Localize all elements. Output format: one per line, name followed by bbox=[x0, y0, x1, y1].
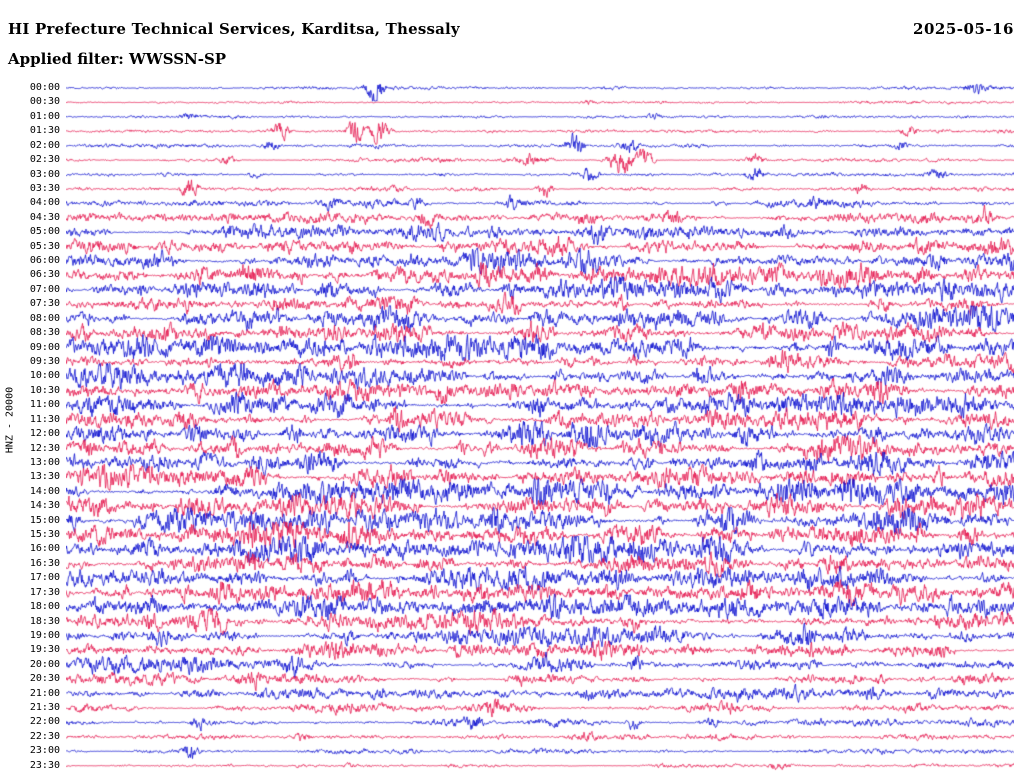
time-label: 01:00 bbox=[29, 110, 60, 122]
time-label: 05:00 bbox=[29, 226, 60, 238]
time-label: 23:00 bbox=[29, 745, 60, 757]
time-axis: 00:00 00:30 01:00 01:30 02:00 02:30 03:00 03:30… bbox=[0, 0, 64, 780]
time-label: 19:30 bbox=[29, 644, 60, 656]
time-label: 18:30 bbox=[29, 615, 60, 627]
time-label: 01:30 bbox=[29, 125, 60, 137]
time-label: 10:00 bbox=[29, 370, 60, 382]
time-label: 10:30 bbox=[29, 384, 60, 396]
time-label: 03:30 bbox=[29, 182, 60, 194]
time-label: 22:30 bbox=[29, 730, 60, 742]
time-label: 02:00 bbox=[29, 139, 60, 151]
time-label: 22:00 bbox=[29, 716, 60, 728]
time-label: 15:30 bbox=[29, 529, 60, 541]
time-label: 17:00 bbox=[29, 572, 60, 584]
time-label: 06:00 bbox=[29, 255, 60, 267]
time-label: 06:30 bbox=[29, 269, 60, 281]
time-label: 16:00 bbox=[29, 543, 60, 555]
page-title: HI Prefecture Technical Services, Kardit… bbox=[8, 20, 460, 38]
time-label: 19:00 bbox=[29, 629, 60, 641]
time-label: 04:30 bbox=[29, 211, 60, 223]
time-label: 04:00 bbox=[29, 197, 60, 209]
time-label: 08:00 bbox=[29, 312, 60, 324]
time-label: 21:00 bbox=[29, 687, 60, 699]
time-label: 08:30 bbox=[29, 327, 60, 339]
time-label: 14:00 bbox=[29, 485, 60, 497]
time-label: 20:30 bbox=[29, 673, 60, 685]
time-label: 14:30 bbox=[29, 500, 60, 512]
date-label: 2025-05-16 bbox=[913, 20, 1014, 38]
time-label: 18:00 bbox=[29, 601, 60, 613]
time-label: 13:00 bbox=[29, 456, 60, 468]
time-label: 00:00 bbox=[29, 82, 60, 93]
time-label: 20:00 bbox=[29, 658, 60, 670]
time-label: 05:30 bbox=[29, 240, 60, 252]
time-label: 12:00 bbox=[29, 428, 60, 440]
time-label: 09:00 bbox=[29, 341, 60, 353]
time-label: 03:00 bbox=[29, 168, 60, 180]
time-label: 21:30 bbox=[29, 702, 60, 714]
time-label: 15:00 bbox=[29, 514, 60, 526]
time-label: 12:30 bbox=[29, 442, 60, 454]
time-label: 07:00 bbox=[29, 283, 60, 295]
time-label: 09:30 bbox=[29, 355, 60, 367]
filter-label: Applied filter: WWSSN-SP bbox=[8, 50, 227, 68]
time-label: 13:30 bbox=[29, 471, 60, 483]
time-label: 16:30 bbox=[29, 557, 60, 569]
time-label: 02:30 bbox=[29, 154, 60, 166]
time-label: 00:30 bbox=[29, 96, 60, 108]
time-label: 11:00 bbox=[29, 399, 60, 411]
time-label: 11:30 bbox=[29, 413, 60, 425]
time-label: 23:30 bbox=[29, 759, 60, 771]
seismogram-canvas bbox=[66, 78, 1014, 778]
time-label: 07:30 bbox=[29, 298, 60, 310]
time-label: 17:30 bbox=[29, 586, 60, 598]
